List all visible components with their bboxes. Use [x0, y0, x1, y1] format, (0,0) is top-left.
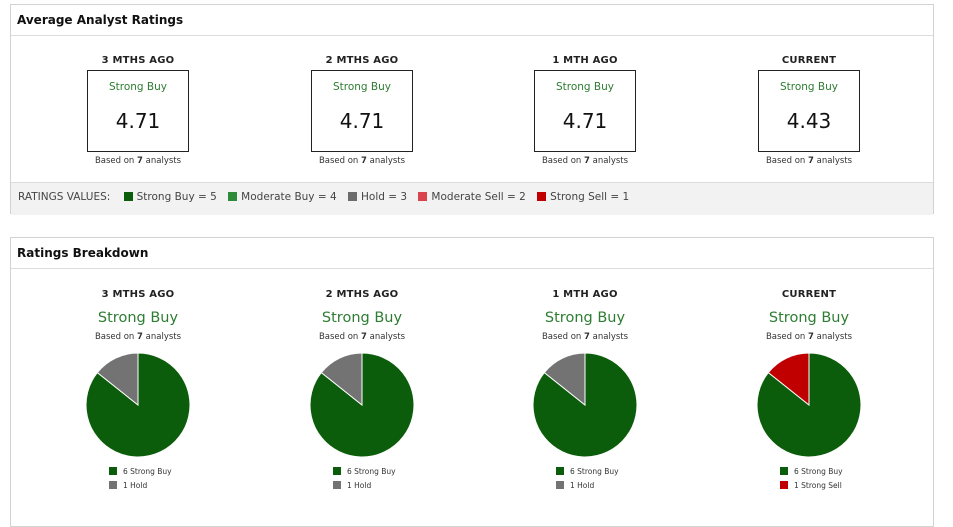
ratings-values-title: RATINGS VALUES:: [18, 191, 111, 203]
rating-box: Strong Buy 4.43: [758, 70, 860, 152]
ratings-breakdown-panel: Ratings Breakdown 3 MTHS AGO Strong Buy …: [10, 237, 934, 527]
pie-legend: 6 Strong Buy 1 Strong Sell: [709, 466, 909, 494]
brk-period: 2 MTHS AGO: [325, 289, 399, 300]
brk-period: CURRENT: [781, 289, 837, 300]
rating-value-strong-sell: Strong Sell = 1: [537, 191, 629, 203]
based-on-text: Based on 7 analysts: [318, 156, 406, 166]
pie-legend-item: 1 Strong Sell: [709, 480, 909, 494]
avg-period: 2 MTHS AGO: [325, 55, 399, 66]
rating-score: 4.71: [115, 109, 161, 133]
pie-slice-1[interactable]: [767, 352, 810, 407]
rating-box: Strong Buy 4.71: [311, 70, 413, 152]
based-on-text: Based on 7 analysts: [541, 156, 629, 166]
pie-slice-0[interactable]: [309, 352, 415, 458]
ratings-pie-chart: [532, 352, 638, 458]
pie-legend: 6 Strong Buy 1 Hold: [485, 466, 685, 494]
based-on-text: Based on 7 analysts: [765, 156, 853, 166]
rating-score: 4.71: [339, 109, 385, 133]
breakdown-rating-label: Strong Buy: [544, 310, 626, 326]
avg-period: CURRENT: [781, 55, 837, 66]
pie-legend-item: 6 Strong Buy: [262, 466, 462, 480]
rating-value-moderate-buy: Moderate Buy = 4: [228, 191, 337, 203]
ratings-pie-chart: [85, 352, 191, 458]
based-on-text: Based on 7 analysts: [94, 332, 182, 342]
avg-col-2-months: 2 MTHS AGO Strong Buy 4.71 Based on 7 an…: [262, 55, 462, 166]
based-on-text: Based on 7 analysts: [541, 332, 629, 342]
brk-col-2-months: 2 MTHS AGO Strong Buy Based on 7 analyst…: [262, 289, 462, 494]
pie-legend-item: 1 Hold: [38, 480, 238, 494]
rating-score: 4.43: [786, 109, 832, 133]
ratings-breakdown-title: Ratings Breakdown: [11, 238, 933, 269]
rating-label: Strong Buy: [779, 81, 839, 93]
pie-slice-1[interactable]: [320, 352, 363, 407]
rating-score: 4.71: [562, 109, 608, 133]
pie-slice-0[interactable]: [85, 352, 191, 458]
average-ratings-title: Average Analyst Ratings: [11, 5, 933, 36]
ratings-pie-chart: [756, 352, 862, 458]
pie-legend-item: 1 Hold: [485, 480, 685, 494]
brk-col-current: CURRENT Strong Buy Based on 7 analysts 6…: [709, 289, 909, 494]
based-on-text: Based on 7 analysts: [318, 332, 406, 342]
ratings-values-bar: RATINGS VALUES: Strong Buy = 5 Moderate …: [11, 182, 933, 215]
avg-col-3-months: 3 MTHS AGO Strong Buy 4.71 Based on 7 an…: [38, 55, 238, 166]
pie-slice-1[interactable]: [543, 352, 586, 407]
pie-legend-item: 1 Hold: [262, 480, 462, 494]
avg-period: 1 MTH AGO: [552, 55, 618, 66]
pie-slice-0[interactable]: [532, 352, 638, 458]
brk-col-3-months: 3 MTHS AGO Strong Buy Based on 7 analyst…: [38, 289, 238, 494]
rating-value-moderate-sell: Moderate Sell = 2: [418, 191, 526, 203]
breakdown-rating-label: Strong Buy: [97, 310, 179, 326]
brk-period: 1 MTH AGO: [552, 289, 618, 300]
rating-label: Strong Buy: [555, 81, 615, 93]
avg-period: 3 MTHS AGO: [101, 55, 175, 66]
rating-label: Strong Buy: [332, 81, 392, 93]
pie-legend-item: 6 Strong Buy: [38, 466, 238, 480]
pie-legend-item: 6 Strong Buy: [485, 466, 685, 480]
based-on-text: Based on 7 analysts: [765, 332, 853, 342]
breakdown-rating-label: Strong Buy: [321, 310, 403, 326]
avg-col-current: CURRENT Strong Buy 4.43 Based on 7 analy…: [709, 55, 909, 166]
breakdown-rating-label: Strong Buy: [768, 310, 850, 326]
rating-box: Strong Buy 4.71: [87, 70, 189, 152]
brk-col-1-month: 1 MTH AGO Strong Buy Based on 7 analysts…: [485, 289, 685, 494]
pie-legend-item: 6 Strong Buy: [709, 466, 909, 480]
pie-legend: 6 Strong Buy 1 Hold: [262, 466, 462, 494]
rating-label: Strong Buy: [108, 81, 168, 93]
average-ratings-panel: Average Analyst Ratings 3 MTHS AGO Stron…: [10, 4, 934, 215]
pie-slice-1[interactable]: [96, 352, 139, 407]
pie-legend: 6 Strong Buy 1 Hold: [38, 466, 238, 494]
rating-value-hold: Hold = 3: [348, 191, 407, 203]
rating-box: Strong Buy 4.71: [534, 70, 636, 152]
based-on-text: Based on 7 analysts: [94, 156, 182, 166]
brk-period: 3 MTHS AGO: [101, 289, 175, 300]
pie-slice-0[interactable]: [756, 352, 862, 458]
ratings-pie-chart: [309, 352, 415, 458]
rating-value-strong-buy: Strong Buy = 5: [123, 191, 217, 203]
avg-col-1-month: 1 MTH AGO Strong Buy 4.71 Based on 7 ana…: [485, 55, 685, 166]
